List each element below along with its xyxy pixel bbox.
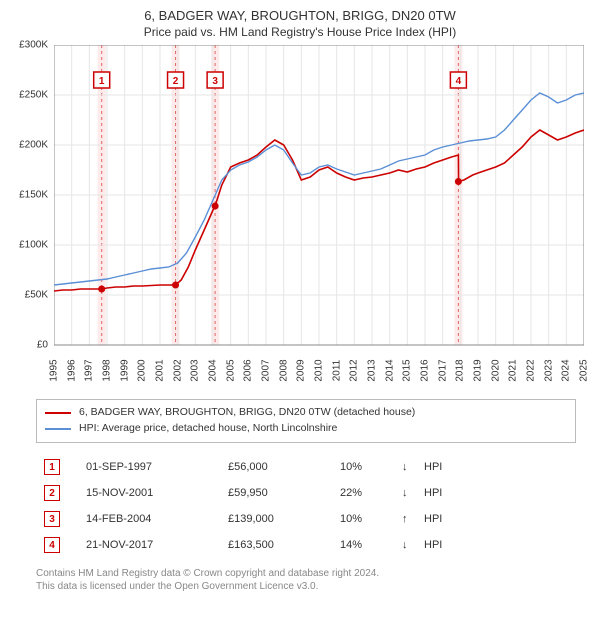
- event-marker: 4: [44, 537, 60, 553]
- x-tick-label: 2019: [473, 359, 484, 381]
- footer-line: This data is licensed under the Open Gov…: [36, 580, 576, 594]
- x-tick-label: 2013: [367, 359, 378, 381]
- x-tick-label: 2025: [579, 359, 590, 381]
- chart-svg: 1 2 3 4: [54, 45, 584, 385]
- event-marker: 3: [44, 511, 60, 527]
- page-container: 6, BADGER WAY, BROUGHTON, BRIGG, DN20 0T…: [0, 0, 600, 598]
- event-suffix: HPI: [418, 455, 574, 479]
- event-date: 15-NOV-2001: [80, 481, 220, 505]
- event-marker: 1: [44, 459, 60, 475]
- x-tick-label: 2022: [526, 359, 537, 381]
- svg-text:1: 1: [99, 76, 105, 87]
- x-tick-label: 2015: [402, 359, 413, 381]
- event-suffix: HPI: [418, 507, 574, 531]
- legend-swatch: [45, 428, 71, 430]
- x-tick-label: 2020: [490, 359, 501, 381]
- event-row: 2 15-NOV-2001£59,95022%↓HPI: [38, 481, 574, 505]
- x-tick-label: 2007: [261, 359, 272, 381]
- event-arrow-icon: ↓: [396, 481, 416, 505]
- legend-label: HPI: Average price, detached house, Nort…: [79, 421, 337, 437]
- y-tick-label: £50K: [25, 290, 48, 301]
- x-tick-label: 2008: [278, 359, 289, 381]
- event-row: 1 01-SEP-1997£56,00010%↓HPI: [38, 455, 574, 479]
- x-tick-label: 2000: [137, 359, 148, 381]
- event-pct: 22%: [334, 481, 394, 505]
- event-date: 21-NOV-2017: [80, 533, 220, 557]
- x-tick-label: 2010: [314, 359, 325, 381]
- x-tick-label: 2002: [172, 359, 183, 381]
- x-tick-label: 2003: [190, 359, 201, 381]
- event-date: 14-FEB-2004: [80, 507, 220, 531]
- y-tick-label: £100K: [19, 240, 48, 251]
- x-tick-label: 2023: [543, 359, 554, 381]
- x-tick-label: 2009: [296, 359, 307, 381]
- event-pct: 10%: [334, 455, 394, 479]
- x-tick-label: 2017: [437, 359, 448, 381]
- legend-swatch: [45, 412, 71, 414]
- event-pct: 14%: [334, 533, 394, 557]
- event-price: £59,950: [222, 481, 332, 505]
- y-tick-label: £300K: [19, 40, 48, 51]
- legend-box: 6, BADGER WAY, BROUGHTON, BRIGG, DN20 0T…: [36, 399, 576, 443]
- event-date: 01-SEP-1997: [80, 455, 220, 479]
- x-tick-label: 1996: [66, 359, 77, 381]
- legend-item: 6, BADGER WAY, BROUGHTON, BRIGG, DN20 0T…: [45, 405, 567, 421]
- y-tick-label: £250K: [19, 90, 48, 101]
- event-arrow-icon: ↓: [396, 533, 416, 557]
- x-tick-label: 2001: [155, 359, 166, 381]
- x-tick-label: 2018: [455, 359, 466, 381]
- x-tick-label: 2005: [225, 359, 236, 381]
- svg-text:2: 2: [173, 76, 179, 87]
- event-suffix: HPI: [418, 481, 574, 505]
- event-price: £56,000: [222, 455, 332, 479]
- event-pct: 10%: [334, 507, 394, 531]
- x-tick-label: 2016: [420, 359, 431, 381]
- event-price: £163,500: [222, 533, 332, 557]
- y-tick-label: £0: [37, 340, 48, 351]
- x-tick-label: 1997: [84, 359, 95, 381]
- event-row: 4 21-NOV-2017£163,50014%↓HPI: [38, 533, 574, 557]
- events-table: 101-SEP-1997£56,00010%↓HPI215-NOV-2001£5…: [36, 453, 576, 559]
- x-tick-label: 1999: [119, 359, 130, 381]
- x-tick-label: 2014: [384, 359, 395, 381]
- event-arrow-icon: ↑: [396, 507, 416, 531]
- x-tick-label: 1995: [49, 359, 60, 381]
- x-tick-label: 2024: [561, 359, 572, 381]
- footer-attribution: Contains HM Land Registry data © Crown c…: [36, 567, 576, 594]
- svg-text:3: 3: [212, 76, 218, 87]
- event-arrow-icon: ↓: [396, 455, 416, 479]
- title-address: 6, BADGER WAY, BROUGHTON, BRIGG, DN20 0T…: [10, 8, 590, 23]
- svg-text:4: 4: [456, 76, 462, 87]
- x-tick-label: 1998: [102, 359, 113, 381]
- event-marker: 2: [44, 485, 60, 501]
- legend-label: 6, BADGER WAY, BROUGHTON, BRIGG, DN20 0T…: [79, 405, 415, 421]
- event-row: 3 14-FEB-2004£139,00010%↑HPI: [38, 507, 574, 531]
- event-suffix: HPI: [418, 533, 574, 557]
- x-tick-label: 2021: [508, 359, 519, 381]
- footer-line: Contains HM Land Registry data © Crown c…: [36, 567, 576, 581]
- x-tick-label: 2011: [331, 360, 342, 382]
- y-tick-label: £150K: [19, 190, 48, 201]
- event-price: £139,000: [222, 507, 332, 531]
- y-tick-label: £200K: [19, 140, 48, 151]
- chart-area: £0 £50K £100K £150K £200K £250K £300K 12…: [10, 45, 590, 385]
- title-block: 6, BADGER WAY, BROUGHTON, BRIGG, DN20 0T…: [10, 8, 590, 39]
- x-tick-label: 2012: [349, 359, 360, 381]
- x-tick-label: 2004: [208, 359, 219, 381]
- title-subtitle: Price paid vs. HM Land Registry's House …: [10, 25, 590, 39]
- legend-item: HPI: Average price, detached house, Nort…: [45, 421, 567, 437]
- x-tick-label: 2006: [243, 359, 254, 381]
